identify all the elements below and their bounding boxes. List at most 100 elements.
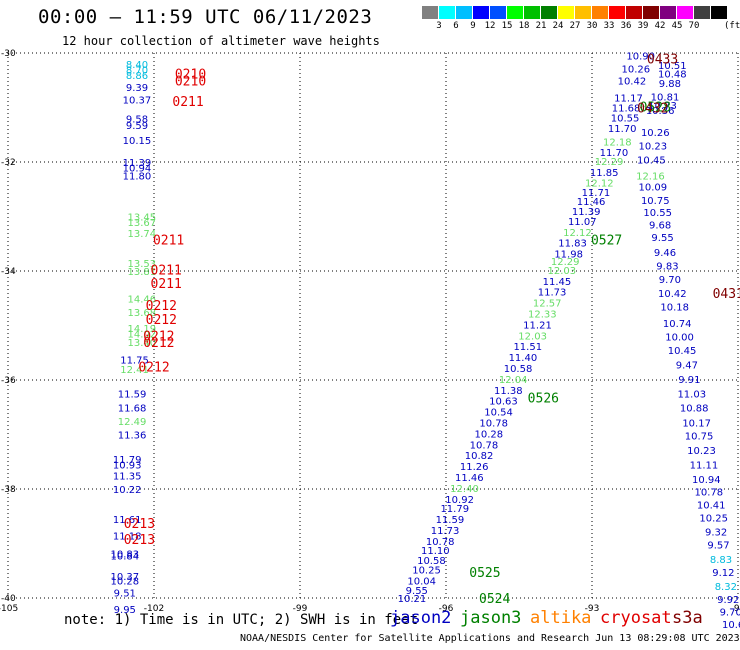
swh-value: 10.63 <box>489 397 518 408</box>
colorbar-tick-label: 33 <box>603 21 615 31</box>
swh-value: 10.23 <box>639 142 668 153</box>
swh-value: 12.57 <box>533 299 562 310</box>
swh-value: 11.83 <box>558 239 587 250</box>
swh-value: 9.12 <box>712 568 734 579</box>
colorbar-tick-label: 39 <box>637 21 649 31</box>
swh-value: 11.68 <box>612 104 641 115</box>
swh-value: 10.36 <box>646 106 675 117</box>
swh-value: 13.40 <box>128 338 157 349</box>
swh-value: 10.41 <box>697 500 726 511</box>
latitude-label: -36 <box>1 376 16 386</box>
legend-altika: altika <box>530 608 592 628</box>
swh-value: 14.46 <box>128 294 157 305</box>
swh-value: 11.35 <box>113 471 142 482</box>
swh-value: 9.39 <box>126 83 148 94</box>
swh-value: 11.59 <box>436 515 465 526</box>
colorbar-tick-label: 18 <box>518 21 530 31</box>
longitude-label: -102 <box>144 604 164 614</box>
swh-value: 10.83 <box>110 549 139 560</box>
swh-value: 11.79 <box>440 504 469 515</box>
colorbar-tick-label: 12 <box>484 21 496 31</box>
pass-time-label: 0211 <box>151 263 182 278</box>
colorbar-swatch <box>609 6 626 19</box>
swh-value: 12.41 <box>120 365 149 376</box>
colorbar-swatch <box>439 6 456 19</box>
swh-value: 13.45 <box>128 213 157 224</box>
pass-time-label: 0212 <box>146 313 177 328</box>
longitude-label: -99 <box>293 604 308 614</box>
colorbar-tick-label: 45 <box>671 21 683 31</box>
swh-value: 10.25 <box>699 513 728 524</box>
colorbar-swatch <box>456 6 473 19</box>
pass-time-label: 0211 <box>151 277 182 292</box>
swh-value: 10.42 <box>618 76 647 87</box>
swh-value: 11.11 <box>690 460 719 471</box>
pass-time-label: 0527 <box>591 233 622 248</box>
colorbar-swatch <box>490 6 507 19</box>
swh-value: 9.83 <box>656 262 678 273</box>
swh-value: 9.58 <box>126 114 148 125</box>
swh-value: 10.48 <box>658 70 687 81</box>
swh-value: 8.86 <box>126 71 148 82</box>
pass-time-label: 0524 <box>479 592 510 607</box>
swh-value: 10.94 <box>692 475 721 486</box>
swh-value: 11.46 <box>577 197 606 208</box>
pass-time-label: 0212 <box>138 360 169 375</box>
swh-value: 10.09 <box>639 183 668 194</box>
swh-value: 12.40 <box>450 484 479 495</box>
swh-value: 10.82 <box>465 451 494 462</box>
swh-value: 11.45 <box>543 277 572 288</box>
legend-jason2: jason2 <box>390 608 452 628</box>
swh-value: 11.80 <box>123 172 152 183</box>
swh-value: 11.17 <box>614 94 643 105</box>
swh-value: 10.22 <box>113 485 142 496</box>
colorbar-swatch <box>626 6 643 19</box>
swh-value: 10.75 <box>641 196 670 207</box>
swh-value: 11.61 <box>113 515 142 526</box>
swh-value: 10.6 <box>722 620 740 631</box>
swh-value: 10.28 <box>475 429 504 440</box>
swh-value: 9.51 <box>114 589 136 600</box>
pass-time-label: 0212 <box>146 299 177 314</box>
swh-value: 9.59 <box>126 121 148 132</box>
swh-value: 11.26 <box>460 462 489 473</box>
pass-time-label: 0212 <box>143 336 174 351</box>
colorbar-swatch <box>524 6 541 19</box>
colorbar-tick-label: 3 <box>436 21 442 31</box>
colorbar-tick-label: 30 <box>586 21 598 31</box>
swh-value: 12.18 <box>603 137 632 148</box>
swh-value: 11.70 <box>608 124 637 135</box>
swh-value: 11.36 <box>118 431 147 442</box>
swh-value: 11.73 <box>538 288 567 299</box>
swh-value: 11.70 <box>600 148 629 159</box>
colorbar-tick-label: 24 <box>552 21 564 31</box>
latitude-label: -34 <box>1 267 16 277</box>
swh-value: 10.55 <box>611 113 640 124</box>
swh-value: 11.03 <box>677 390 706 401</box>
pass-time-label: 0210 <box>175 74 206 89</box>
swh-value: 10.37 <box>123 95 152 106</box>
swh-value: 10.37 <box>110 572 139 583</box>
colorbar-swatch <box>643 6 660 19</box>
swh-value: 9.47 <box>676 361 698 372</box>
swh-value: 11.46 <box>455 473 484 484</box>
colorbar-swatch <box>541 6 558 19</box>
swh-value: 10.21 <box>398 594 427 605</box>
colorbar-swatch <box>422 6 439 19</box>
colorbar-tick-label: 70 <box>688 21 700 31</box>
swh-value: 13.81 <box>128 267 157 278</box>
swh-value: 10.75 <box>685 432 714 443</box>
latitude-label: -32 <box>1 158 16 168</box>
swh-value: 13.67 <box>128 218 157 229</box>
pass-time-label: 0433 <box>647 52 678 67</box>
colorbar-tick-label: 42 <box>654 21 666 31</box>
swh-value: 11.75 <box>120 355 149 366</box>
swh-value: 9.46 <box>654 248 676 259</box>
swh-value: 10.55 <box>643 208 672 219</box>
swh-value: 11.98 <box>554 250 583 261</box>
swh-value: 10.93 <box>113 460 142 471</box>
swh-value: 10.74 <box>663 319 692 330</box>
swh-value: 12.29 <box>595 157 624 168</box>
colorbar-swatch <box>660 6 677 19</box>
swh-value: 9.88 <box>659 79 681 90</box>
